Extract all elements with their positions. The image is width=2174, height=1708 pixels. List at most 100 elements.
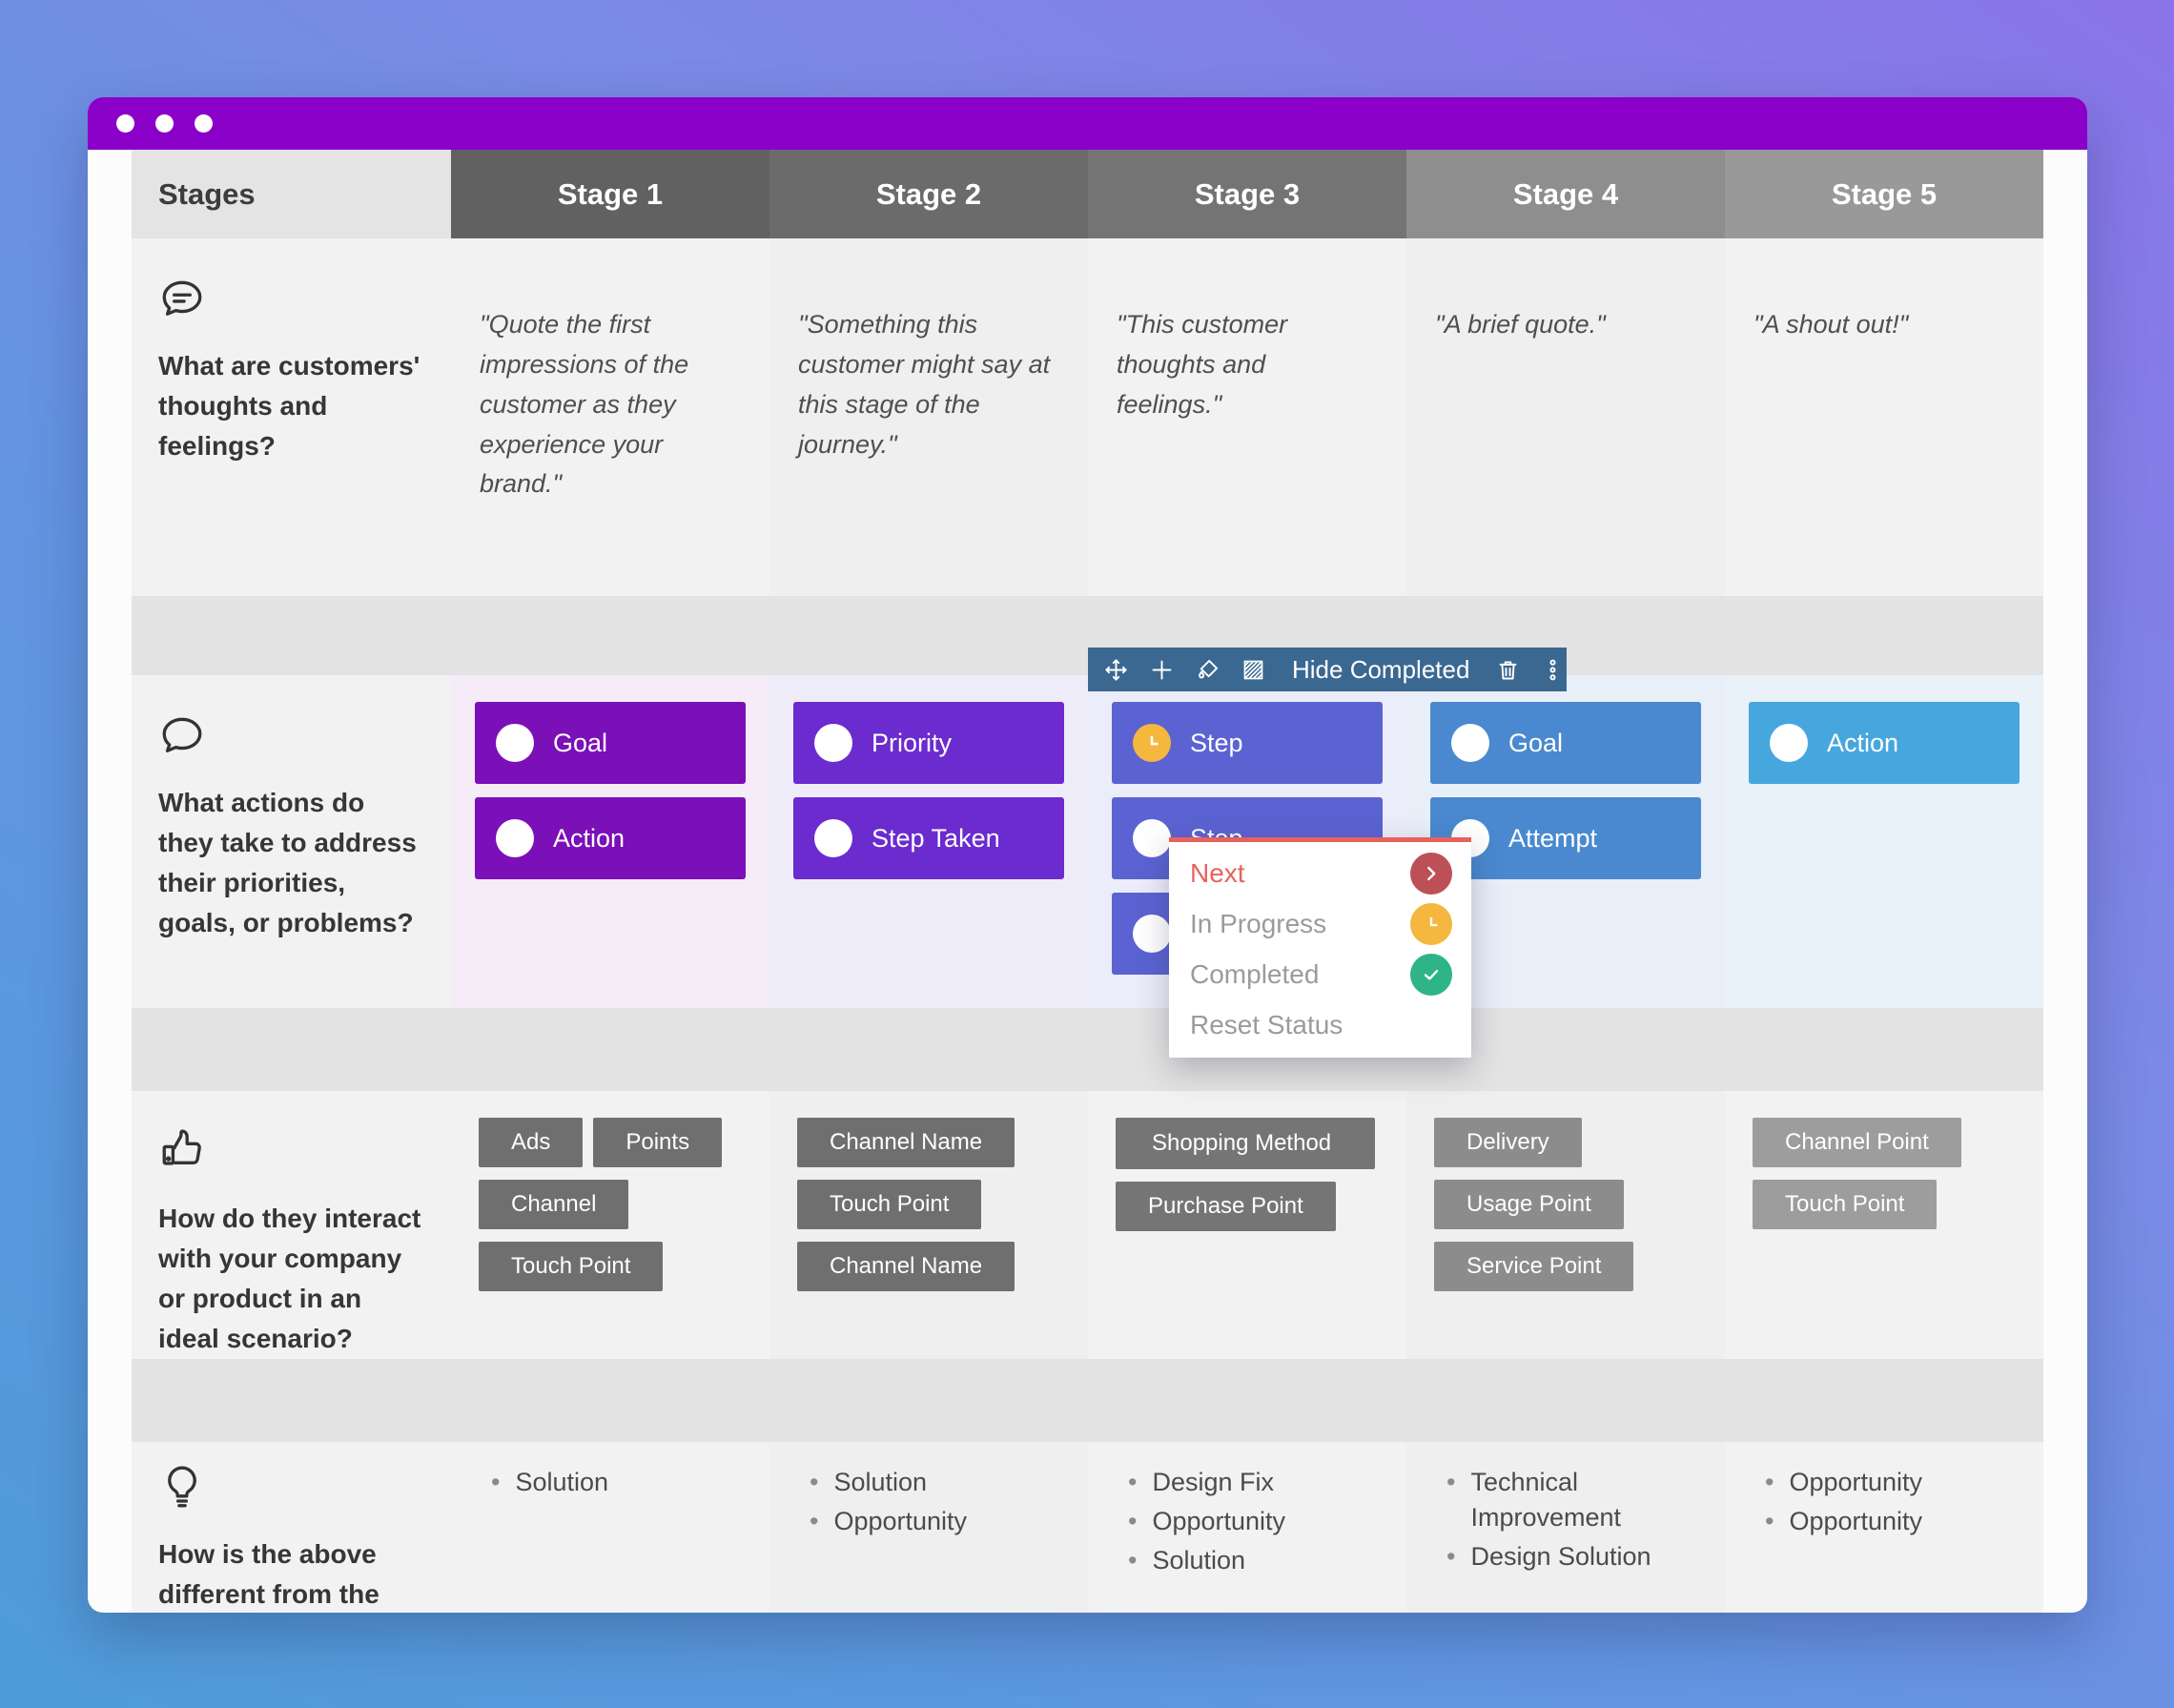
journey-card[interactable]: Attempt: [1430, 797, 1701, 879]
fill-color-icon[interactable]: [1195, 657, 1220, 683]
quote-cell-stage-5[interactable]: "A shout out!": [1725, 238, 2043, 596]
touchpoint-chip[interactable]: Shopping Method: [1116, 1118, 1375, 1169]
journey-card[interactable]: Step Taken: [793, 797, 1064, 879]
list-item[interactable]: • Design Solution: [1446, 1542, 1651, 1571]
pattern-icon[interactable]: [1241, 657, 1266, 683]
window-control-dot[interactable]: [195, 114, 213, 133]
chips-cell-stage-2: Channel Name Touch Point Channel Name: [769, 1091, 1088, 1359]
touchpoint-chip[interactable]: Delivery: [1434, 1118, 1582, 1167]
insights-row: How is the above different from the • Sol…: [132, 1442, 2043, 1613]
comment-icon: [158, 711, 422, 764]
comment-lines-icon: [158, 275, 422, 327]
journey-card[interactable]: Goal: [1430, 702, 1701, 784]
interactions-question: How do they interact with your company o…: [158, 1204, 421, 1353]
list-item[interactable]: • Opportunity: [810, 1507, 968, 1535]
next-status-icon: [1410, 852, 1452, 895]
quote-cell-stage-2[interactable]: "Something this customer might say at th…: [769, 238, 1088, 596]
touchpoint-chip[interactable]: Points: [593, 1118, 723, 1167]
menu-item-completed[interactable]: Completed: [1169, 949, 1471, 999]
row-separator: [132, 596, 2043, 675]
touchpoint-chip[interactable]: Channel Name: [797, 1242, 1015, 1291]
list-item[interactable]: • Solution: [810, 1468, 928, 1496]
thoughts-row-label: What are customers' thoughts and feeling…: [132, 238, 451, 596]
thoughts-question: What are customers' thoughts and feeling…: [158, 351, 420, 461]
journey-map-table: Stages Stage 1 Stage 2 Stage 3 Stage 4 S…: [132, 150, 2043, 1613]
table-header-row: Stages Stage 1 Stage 2 Stage 3 Stage 4 S…: [132, 150, 2043, 238]
touchpoint-chip[interactable]: Ads: [479, 1118, 584, 1167]
quote-cell-stage-1[interactable]: "Quote the first impressions of the cust…: [451, 238, 769, 596]
status-circle[interactable]: [814, 724, 852, 762]
insights-question: How is the above different from the: [158, 1539, 379, 1609]
hide-completed-button[interactable]: Hide Completed: [1292, 654, 1470, 684]
stage-3-header[interactable]: Stage 3: [1088, 150, 1406, 238]
actions-row: What actions do they take to address the…: [132, 675, 2043, 1008]
status-circle[interactable]: [496, 724, 534, 762]
menu-item-reset-status[interactable]: Reset Status: [1190, 1009, 1343, 1039]
window-control-dot[interactable]: [116, 114, 134, 133]
stage-5-header[interactable]: Stage 5: [1725, 150, 2043, 238]
actions-row-label: What actions do they take to address the…: [132, 675, 451, 1008]
list-item[interactable]: • Solution: [491, 1468, 609, 1496]
status-circle[interactable]: [1451, 724, 1489, 762]
window-control-dot[interactable]: [155, 114, 174, 133]
quote-cell-stage-3[interactable]: "This customer thoughts and feelings.": [1088, 238, 1406, 596]
touchpoint-chip[interactable]: Touch Point: [1753, 1180, 1938, 1229]
bullets-cell-stage-4: • Technical Improvement • Design Solution: [1406, 1442, 1725, 1613]
menu-item-in-progress[interactable]: In Progress: [1169, 898, 1471, 949]
bullets-cell-stage-5: • Opportunity • Opportunity: [1725, 1442, 2043, 1613]
card-label: Attempt: [1508, 823, 1598, 853]
status-circle[interactable]: [1133, 819, 1171, 857]
touchpoint-chip[interactable]: Channel Point: [1753, 1118, 1961, 1167]
actions-question: What actions do they take to address the…: [158, 788, 417, 937]
list-item[interactable]: • Opportunity: [1765, 1507, 1923, 1535]
interactions-row: How do they interact with your company o…: [132, 1091, 2043, 1359]
card-label: Step Taken: [872, 823, 1000, 853]
card-label: Step: [1190, 728, 1243, 757]
journey-card[interactable]: Action: [1749, 702, 2020, 784]
cards-cell-stage-5: Action: [1725, 675, 2043, 1008]
interactions-row-label: How do they interact with your company o…: [132, 1091, 451, 1359]
trash-icon[interactable]: [1495, 657, 1521, 683]
list-item[interactable]: • Design Fix: [1128, 1468, 1274, 1496]
touchpoint-chip[interactable]: Service Point: [1434, 1242, 1634, 1291]
thoughts-row: What are customers' thoughts and feeling…: [132, 238, 2043, 596]
journey-card-in-progress[interactable]: Step: [1112, 702, 1383, 784]
stages-header-cell: Stages: [132, 150, 451, 238]
completed-status-icon: [1410, 953, 1452, 996]
touchpoint-chip[interactable]: Channel: [479, 1180, 629, 1229]
in-progress-status-icon[interactable]: [1133, 724, 1171, 762]
kebab-menu-icon[interactable]: [1541, 658, 1565, 682]
status-circle[interactable]: [496, 819, 534, 857]
plus-icon[interactable]: [1149, 657, 1175, 683]
card-label: Goal: [553, 728, 608, 757]
list-item[interactable]: • Opportunity: [1128, 1507, 1286, 1535]
card-label: Goal: [1508, 728, 1564, 757]
touchpoint-chip[interactable]: Usage Point: [1434, 1180, 1624, 1229]
status-circle[interactable]: [814, 819, 852, 857]
stage-4-header[interactable]: Stage 4: [1406, 150, 1725, 238]
quote-cell-stage-4[interactable]: "A brief quote.": [1406, 238, 1725, 596]
lightbulb-icon: [158, 1463, 422, 1515]
status-circle[interactable]: [1133, 915, 1171, 953]
list-item[interactable]: • Solution: [1128, 1546, 1246, 1574]
touchpoint-chip[interactable]: Touch Point: [797, 1180, 982, 1229]
journey-card[interactable]: Priority: [793, 702, 1064, 784]
journey-card[interactable]: Goal: [475, 702, 746, 784]
journey-card[interactable]: Action: [475, 797, 746, 879]
list-item[interactable]: • Opportunity: [1765, 1468, 1923, 1496]
stage-2-header[interactable]: Stage 2: [769, 150, 1088, 238]
stage-1-header[interactable]: Stage 1: [451, 150, 769, 238]
menu-item-next[interactable]: Next: [1169, 848, 1471, 898]
list-item[interactable]: • Technical Improvement: [1446, 1468, 1622, 1532]
status-context-menu: Next In Progress Completed: [1169, 837, 1471, 1058]
move-icon[interactable]: [1103, 657, 1129, 683]
bullets-cell-stage-3: • Design Fix • Opportunity • Solution: [1088, 1442, 1406, 1613]
status-circle[interactable]: [1770, 724, 1808, 762]
touchpoint-chip[interactable]: Touch Point: [479, 1242, 664, 1291]
window-titlebar: [88, 97, 2087, 150]
chips-cell-stage-5: Channel Point Touch Point: [1725, 1091, 2043, 1359]
thumbs-up-icon: [158, 1127, 422, 1180]
touchpoint-chip[interactable]: Channel Name: [797, 1118, 1015, 1167]
touchpoint-chip[interactable]: Purchase Point: [1116, 1182, 1336, 1231]
